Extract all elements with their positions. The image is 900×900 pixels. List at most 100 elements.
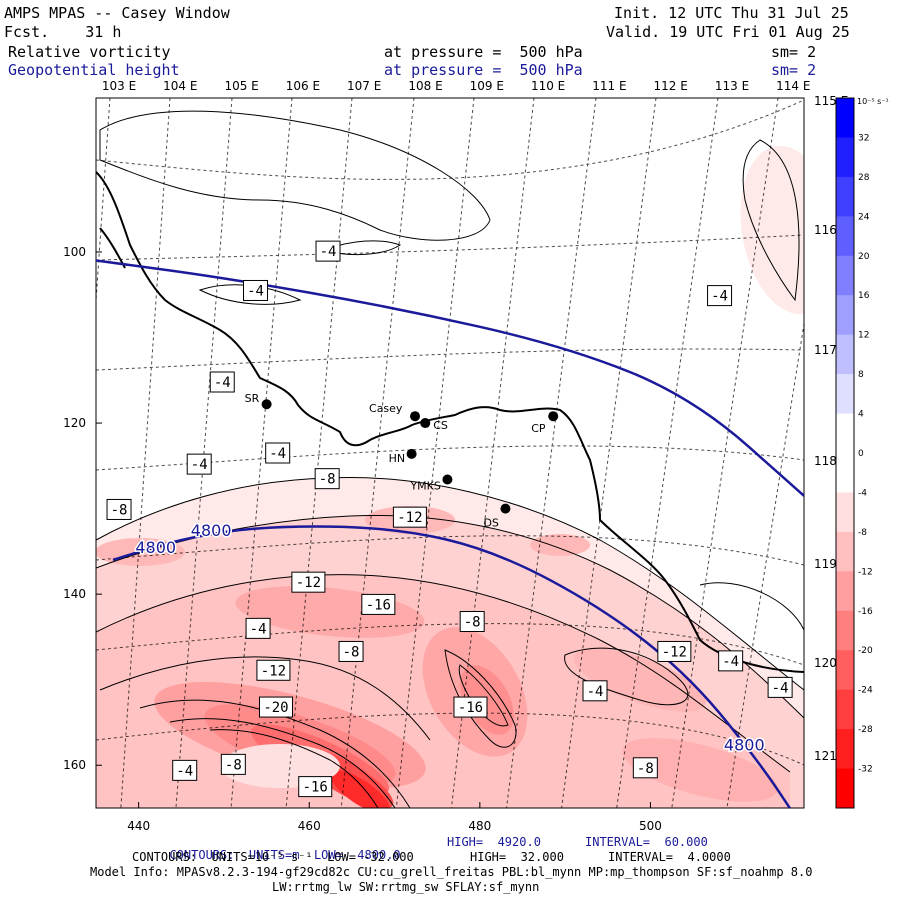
- label-text: -12: [296, 575, 321, 591]
- init-time: Init. 12 UTC Thu 31 Jul 25: [614, 4, 849, 22]
- label-text: -8: [111, 502, 128, 518]
- colorbar-swatch: [836, 334, 854, 375]
- vorticity-label-6: -8: [314, 468, 340, 490]
- colorbar: 32 28 24 20 16 12 8 4 0 -4 -8 -12 -16 -20 -24 -28 -32 10⁻…: [835, 97, 889, 809]
- vorticity-label-0: -4: [315, 240, 341, 262]
- colorbar-level: 32: [858, 133, 869, 143]
- vorticity-label-4: -4: [265, 442, 291, 464]
- lon-label: 114 E: [776, 79, 810, 93]
- height-contour-4800-0: [96, 259, 804, 497]
- colorbar-swatch: [836, 531, 854, 572]
- vorticity-label-8: -12: [392, 506, 427, 528]
- lon-label: 112 E: [654, 79, 688, 93]
- label-box: [314, 468, 340, 490]
- label-text: -8: [464, 615, 481, 631]
- label-text: -4: [722, 654, 739, 670]
- colorbar-swatch: [836, 98, 854, 138]
- label-text: -12: [397, 510, 422, 526]
- label-text: -4: [247, 283, 264, 299]
- colorbar-units: 10⁻⁵ s⁻¹: [857, 97, 889, 106]
- y-tick-label: 120: [63, 416, 86, 430]
- lon-label: 113 E: [715, 79, 749, 93]
- vorticity-label-24: -16: [298, 776, 333, 798]
- stations: SR Casey CS HN YMKS DS CP: [245, 392, 559, 530]
- label-bg: [806, 222, 832, 238]
- lon-label: 103 E: [102, 79, 136, 93]
- field2-smooth: sm= 2: [771, 61, 817, 79]
- lon-label: 108 E: [408, 79, 442, 93]
- label-box: [172, 759, 198, 781]
- vorticity-label-17: -4: [767, 676, 793, 698]
- colorbar-swatch: [836, 729, 854, 770]
- station-hn: HN: [389, 448, 417, 465]
- x-tick-label: 460: [298, 819, 321, 833]
- label-text: -4: [711, 289, 728, 305]
- colorbar-level: -24: [858, 686, 873, 696]
- valid-time: Valid. 19 UTC Fri 01 Aug 25: [606, 23, 850, 41]
- label-bg: [806, 748, 832, 764]
- label-bg: [806, 655, 832, 671]
- station-label: HN: [389, 452, 406, 465]
- label-box: [582, 680, 608, 702]
- colorbar-level: -4: [858, 488, 867, 498]
- footer-height-high: HIGH= 4920.0: [447, 835, 541, 849]
- label-bg: [806, 342, 832, 358]
- colorbar-level: 4: [858, 410, 864, 420]
- label-box: [453, 696, 488, 718]
- footer-height-label: CONTOURS: UNITS=m LOW= 4800.0: [169, 848, 401, 862]
- field2-level: at pressure = 500 hPa: [384, 61, 583, 79]
- station-dot: [442, 474, 453, 485]
- colorbar-swatch: [836, 453, 854, 493]
- height-label-0: 4800: [135, 538, 176, 557]
- station-dot: [406, 448, 417, 459]
- label-box: [392, 506, 427, 528]
- label-text: -4: [320, 244, 337, 260]
- label-box: [632, 757, 658, 779]
- label-text: -16: [303, 780, 328, 796]
- vorticity-label-14: -12: [657, 640, 692, 662]
- colorbar-level: -12: [858, 567, 873, 577]
- label-text: -8: [225, 757, 242, 773]
- label-box: [361, 593, 396, 615]
- colorbar-level: 16: [858, 291, 870, 301]
- label-text: -12: [662, 644, 687, 660]
- colorbar-level: 28: [858, 173, 870, 183]
- vorticity-label-18: -20: [258, 696, 293, 718]
- station-label: YMKS: [409, 480, 440, 493]
- colorbar-swatch: [836, 374, 854, 415]
- lon-label: 105 E: [224, 79, 258, 93]
- lon-label: 111 E: [592, 79, 626, 93]
- plot-frame: [95, 97, 805, 809]
- label-bg: [806, 93, 832, 109]
- label-text: -12: [261, 663, 286, 679]
- lon-label: 109 E: [470, 79, 504, 93]
- colorbar-swatch: [836, 650, 854, 691]
- y-tick-label: 160: [63, 758, 86, 772]
- height-contours: [96, 259, 804, 808]
- station-label: Casey: [369, 402, 403, 415]
- label-text: -4: [176, 763, 193, 779]
- label-box: [315, 240, 341, 262]
- colorbar-level: -8: [858, 528, 867, 538]
- label-box: [338, 640, 364, 662]
- vorticity-label-16: -4: [718, 650, 744, 672]
- label-box: [258, 696, 293, 718]
- y-tick-label: 140: [63, 587, 86, 601]
- label-text: -4: [214, 375, 231, 391]
- label-text: -8: [343, 644, 360, 660]
- station-dot: [261, 399, 272, 410]
- x-tick-label: 440: [127, 819, 150, 833]
- vorticity-label-3: -4: [707, 285, 733, 307]
- colorbar-frame: [835, 97, 855, 809]
- station-label: CP: [531, 422, 546, 435]
- label-box: [767, 676, 793, 698]
- lon-label: 107 E: [347, 79, 381, 93]
- vorticity-labels: -4 -4 -4 -4 -4 -4 -8 -8 -12 -12 -16 -8 -4 -8 -12 -12 -4 -…: [106, 240, 793, 798]
- label-box: [256, 659, 291, 681]
- height-contour-4800-1: [112, 525, 792, 808]
- footer-model-info2: LW:rrtmg_lw SW:rrtmg_sw SFLAY:sf_mynn: [272, 880, 540, 894]
- station-cs: CS: [420, 418, 448, 432]
- height-labels: 4800 4800 4800: [134, 519, 766, 756]
- vorticity-label-11: -8: [459, 611, 485, 633]
